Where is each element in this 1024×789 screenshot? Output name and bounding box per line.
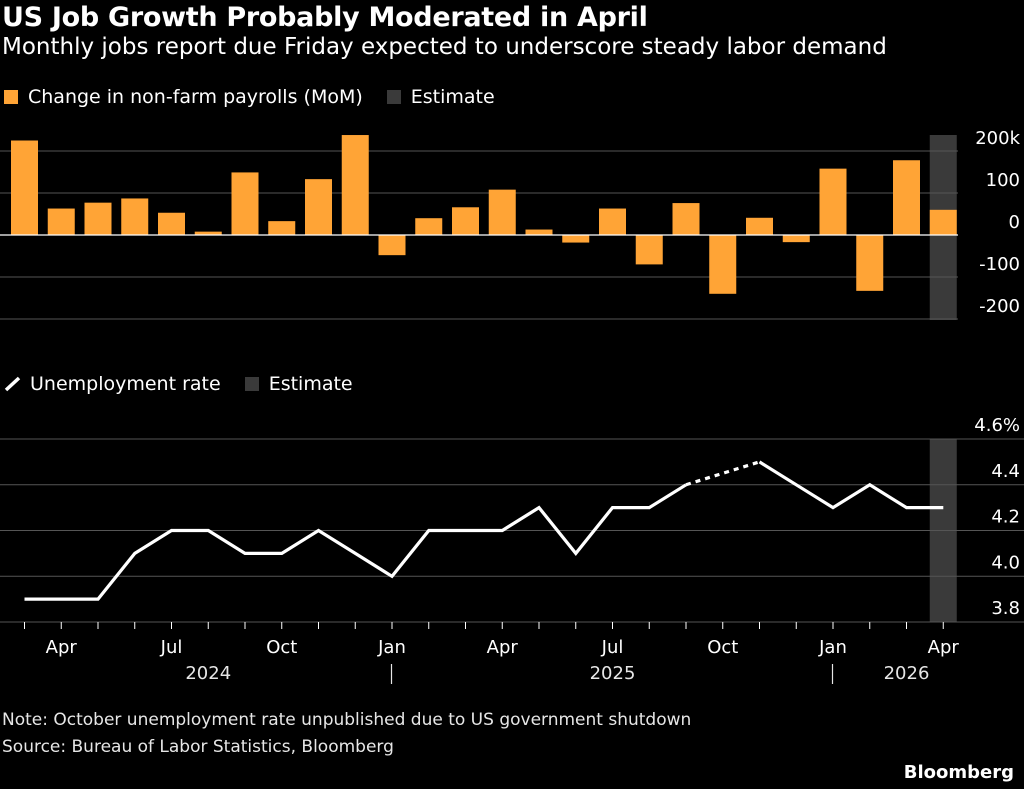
bar [194,231,222,235]
bar [709,235,737,294]
bar [231,172,259,235]
bar [268,221,296,235]
legend-line-icon [4,376,21,392]
x-month-label: Jan [377,637,406,658]
bar-ytick-label: 200k [975,128,1020,149]
bar [929,209,957,235]
legend-label-unemployment: Unemployment rate [30,373,221,395]
bar [562,235,590,243]
line-ytick-label: 3.8 [991,598,1020,619]
bar-ytick-label: 0 [1009,212,1020,233]
bar [452,207,479,235]
legend-label-estimate-2: Estimate [268,373,353,395]
bar [305,179,332,235]
legend-item-unemployment: Unemployment rate [4,373,221,395]
bar [672,203,700,235]
legend-swatch-payrolls [4,90,18,104]
bar-ytick-label: -200 [979,296,1020,317]
x-month-label: Jan [818,637,847,658]
legend-swatch-estimate-2 [244,377,259,391]
x-month-label: Jul [601,637,624,658]
line-chart-legend: Unemployment rate Estimate [4,373,377,395]
bar [84,202,112,235]
x-month-label: Apr [487,637,519,658]
line-ytick-label: 4.4 [991,461,1020,482]
bar [121,198,149,235]
chart-subtitle: Monthly jobs report due Friday expected … [2,34,887,60]
x-month-label: Apr [928,637,960,658]
chart-title: US Job Growth Probably Moderated in Apri… [2,2,648,33]
bar [488,189,516,235]
chart-source: Source: Bureau of Labor Statistics, Bloo… [2,737,394,757]
x-month-label: Jul [160,637,183,658]
legend-item-estimate: Estimate [386,86,495,108]
bar [746,217,773,235]
bar-chart-legend: Change in non-farm payrolls (MoM) Estima… [4,86,519,108]
bar [635,235,663,265]
x-month-label: Apr [46,637,78,658]
line-ytick-label: 4.6% [974,415,1020,436]
x-year-label: 2026 [884,663,930,684]
bar [378,235,406,256]
bar-ytick-label: -100 [979,254,1020,275]
bar [856,235,884,291]
bar-ytick-label: 100 [986,170,1020,191]
line-ytick-label: 4.0 [991,552,1020,573]
charts-canvas: 200k 100 0 -100 -200 4.6% 4.4 4.2 4.0 3.8 Apr Jul Oc… [0,128,1024,684]
line-ytick-label: 4.2 [991,507,1020,528]
bar [782,235,810,243]
x-month-label: Oct [266,637,297,658]
legend-item-estimate-2: Estimate [244,373,353,395]
bar [341,135,369,235]
bar [415,218,443,235]
bar [819,168,847,235]
legend-label-payrolls: Change in non-farm payrolls (MoM) [28,86,363,108]
legend-label-estimate: Estimate [410,86,495,108]
legend-swatch-estimate [386,90,401,104]
bar [11,140,38,235]
unemployment-line-segment [24,483,687,601]
bloomberg-logo: Bloomberg [903,762,1014,783]
chart-note: Note: October unemployment rate unpublis… [2,710,692,730]
bar [525,229,553,235]
bar [893,160,920,235]
unemployment-line-segment [758,460,944,510]
x-month-label: Oct [707,637,738,658]
legend-item-payrolls: Change in non-farm payrolls (MoM) [4,86,363,108]
bar [599,208,626,235]
x-year-label: 2024 [185,663,231,684]
x-year-label: 2025 [590,663,636,684]
bar [158,212,185,235]
bar [47,208,75,235]
unemployment-dotted-gap [685,460,760,487]
